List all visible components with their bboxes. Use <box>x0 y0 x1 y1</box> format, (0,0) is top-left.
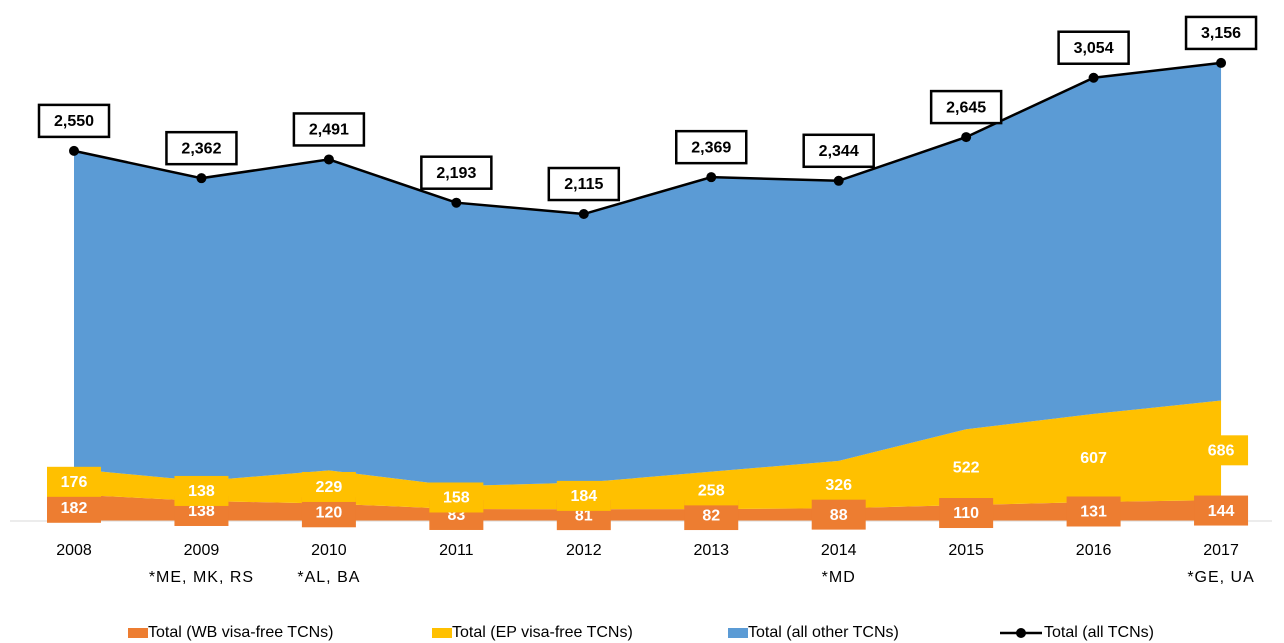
area <box>74 400 1222 510</box>
legend-swatch <box>128 628 148 638</box>
data-label: 2,491 <box>309 122 349 139</box>
data-label-box <box>939 498 994 529</box>
data-label: 138 <box>188 483 215 500</box>
data-label: 607 <box>1080 450 1107 467</box>
line <box>73 61 1222 216</box>
data-label-box <box>929 89 1003 125</box>
x-tick-label: 2012 <box>566 542 602 559</box>
x-tick-label: 2010 <box>311 542 347 559</box>
data-label-box <box>301 497 356 528</box>
data-label-box <box>292 112 366 147</box>
point <box>961 132 972 143</box>
data-label-box <box>802 133 875 169</box>
legend-swatch <box>432 628 452 638</box>
data-label: 326 <box>825 477 852 494</box>
data-label: 3,156 <box>1201 25 1241 42</box>
legend-label: Total (all other TCNs) <box>748 624 899 641</box>
data-label-box <box>1066 442 1121 473</box>
data-label: 2,344 <box>819 143 859 160</box>
x-tick-label: 2013 <box>693 542 729 559</box>
data-label: 258 <box>698 483 725 500</box>
legend-marker <box>1016 628 1026 638</box>
x-tick-label: 2011 <box>439 542 474 559</box>
data-label-box <box>1194 495 1249 526</box>
data-label-box <box>174 475 229 506</box>
data-label-box <box>420 155 493 190</box>
x-tick-label: 2016 <box>1076 542 1112 559</box>
data-label-box <box>675 129 748 165</box>
legend-label: Total (WB visa-free TCNs) <box>148 624 334 641</box>
data-label: 522 <box>953 459 980 476</box>
data-label-box <box>165 130 238 166</box>
x-tick-note: *AL, BA <box>297 569 360 586</box>
data-label: 2,115 <box>564 176 603 193</box>
data-label: 229 <box>316 479 343 496</box>
data-label-box <box>1194 435 1249 466</box>
point <box>451 197 462 208</box>
data-label-box <box>37 103 111 139</box>
x-tick-note: *ME, MK, RS <box>149 569 254 586</box>
x-tick-label: 2009 <box>184 542 220 559</box>
data-label-box <box>1184 15 1258 51</box>
data-label: 2,550 <box>54 113 94 130</box>
point <box>1216 57 1227 68</box>
x-tick-label: 2015 <box>948 542 984 559</box>
area <box>74 494 1222 521</box>
x-tick-label: 2008 <box>56 542 92 559</box>
point <box>706 172 717 183</box>
data-label: 2,362 <box>181 140 221 157</box>
area <box>74 62 1222 487</box>
legend-item: Total (WB visa-free TCNs) <box>128 624 334 641</box>
data-label-box <box>1057 30 1130 65</box>
point <box>69 145 79 156</box>
data-label-box <box>47 492 101 523</box>
point <box>323 154 334 165</box>
point <box>1088 72 1099 83</box>
legend-item: Total (all other TCNs) <box>728 624 899 641</box>
data-label-box <box>301 471 356 502</box>
data-label: 182 <box>61 500 88 517</box>
data-label: 2,369 <box>691 139 731 156</box>
data-label: 686 <box>1208 443 1235 460</box>
legend-label: Total (all TCNs) <box>1044 624 1154 641</box>
data-label-box <box>547 166 621 202</box>
legend-item: Total (EP visa-free TCNs) <box>432 624 633 641</box>
legend-item: Total (all TCNs) <box>1000 624 1154 641</box>
x-tick-note: *GE, UA <box>1187 569 1254 586</box>
data-label: 2,193 <box>436 165 476 182</box>
point <box>833 175 844 186</box>
data-label: 144 <box>1208 503 1235 520</box>
data-label: 3,054 <box>1074 40 1114 57</box>
data-label: 131 <box>1080 504 1107 521</box>
data-label-box <box>811 469 866 500</box>
data-label-box <box>47 466 101 497</box>
data-label-box <box>1066 496 1121 527</box>
data-label: 120 <box>316 505 343 522</box>
data-label-box <box>684 475 739 506</box>
legend-label: Total (EP visa-free TCNs) <box>452 624 633 641</box>
data-label: 110 <box>953 505 979 522</box>
x-tick-label: 2017 <box>1203 542 1239 559</box>
data-label-box <box>939 452 994 483</box>
data-label: 82 <box>702 507 720 524</box>
data-label-box <box>556 480 611 511</box>
x-tick-label: 2014 <box>821 542 857 559</box>
data-label-box <box>429 482 484 513</box>
data-label: 158 <box>443 490 470 507</box>
data-label: 184 <box>570 488 597 505</box>
data-label: 176 <box>61 474 88 491</box>
point <box>578 209 589 220</box>
data-label: 138 <box>188 503 215 520</box>
legend-swatch <box>728 628 748 638</box>
x-tick-note: *MD <box>822 569 856 586</box>
data-label-box <box>811 499 866 530</box>
point <box>196 173 207 184</box>
data-label: 81 <box>575 507 593 524</box>
data-label: 2,645 <box>946 99 986 116</box>
data-label: 88 <box>830 507 848 524</box>
